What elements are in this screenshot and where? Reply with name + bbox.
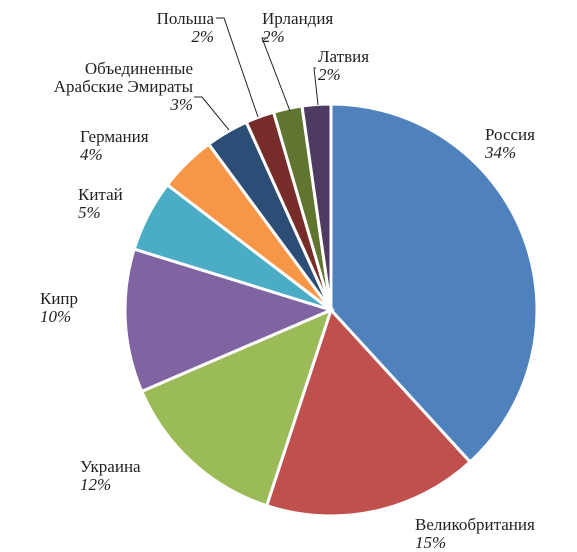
category-label: Россия <box>485 125 535 144</box>
slice-label: Объединенные Арабские Эмираты 3% <box>0 60 193 114</box>
pie-slice <box>264 307 473 518</box>
value-label: 15% <box>415 533 447 552</box>
slice-label: Польша 2% <box>0 10 214 46</box>
slice-label: Кипр 10% <box>40 290 78 326</box>
pie-slice <box>329 102 539 465</box>
slice-label: Германия 4% <box>80 128 149 164</box>
value-label: 2% <box>262 27 285 46</box>
category-label: Объединенные Арабские Эмираты <box>53 59 193 96</box>
value-label: 2% <box>318 65 341 84</box>
slice-label: Латвия 2% <box>318 48 369 84</box>
value-label: 12% <box>80 475 112 494</box>
pie-slice <box>300 102 333 311</box>
category-label: Латвия <box>318 47 370 66</box>
category-label: Китай <box>78 185 123 204</box>
category-label: Польша <box>156 9 214 28</box>
leader-line <box>216 17 259 118</box>
value-label: 4% <box>80 145 103 164</box>
value-label: 10% <box>40 307 72 326</box>
value-label: 34% <box>485 143 517 162</box>
category-label: Великобритания <box>415 515 535 534</box>
slice-label: Россия 34% <box>485 126 535 162</box>
value-label: 3% <box>170 95 193 114</box>
leader-line <box>313 67 319 106</box>
value-label: 5% <box>78 203 101 222</box>
leader-line <box>194 96 230 131</box>
category-label: Ирландия <box>262 9 334 28</box>
leader-line <box>261 37 291 112</box>
category-label: Кипр <box>40 289 79 308</box>
slice-label: Украина 12% <box>80 458 141 494</box>
slice-label: Китай 5% <box>78 186 123 222</box>
pie-slice <box>123 247 336 394</box>
value-label: 2% <box>191 27 214 46</box>
slice-label: Ирландия 2% <box>262 10 333 46</box>
category-label: Украина <box>80 457 141 476</box>
slice-label: Великобритания 15% <box>415 516 535 552</box>
category-label: Германия <box>80 127 149 146</box>
pie-slice <box>139 307 334 508</box>
